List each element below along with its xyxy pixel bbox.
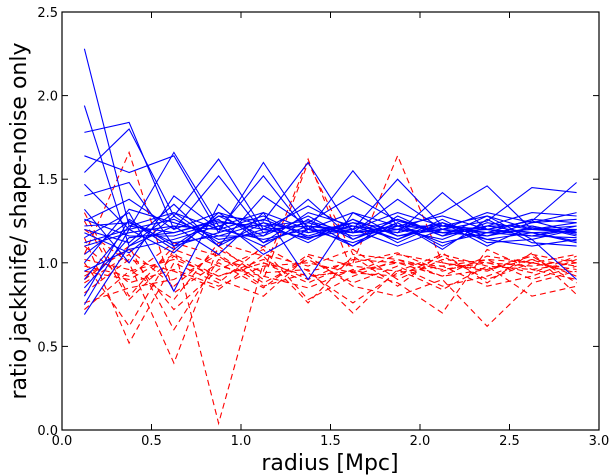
dashed-series-line-31 (84, 253, 577, 304)
dashed-series-line-25 (84, 161, 577, 365)
dashed-series-line-28 (84, 253, 577, 281)
x-tick-label-3: 1.5 (320, 434, 341, 449)
dashed-series-line-38 (84, 248, 577, 314)
x-tick-label-6: 3.0 (589, 434, 610, 449)
y-tick-label-2: 1.0 (37, 257, 58, 272)
dashed-series-line-36 (84, 248, 577, 311)
solid-series-line-22 (84, 215, 577, 254)
y-tick-label-3: 1.5 (37, 173, 58, 188)
dashed-series-line-30 (84, 248, 577, 294)
dashed-series-line-39 (84, 242, 577, 304)
solid-series-line-4 (84, 128, 577, 231)
dashed-series-line-24 (83, 212, 577, 426)
y-tick-label-4: 2.0 (37, 90, 58, 105)
solid-series-line-21 (84, 215, 577, 247)
solid-series-line-5 (84, 151, 577, 231)
x-axis-label: radius [Mpc] (261, 451, 398, 476)
solid-series-line-15 (83, 211, 577, 280)
y-tick-label-0: 0.0 (37, 424, 58, 439)
y-axis-label: ratio jackknife/ shape-noise only (7, 43, 32, 400)
solid-series-line-19 (83, 218, 577, 315)
solid-series-line-11 (84, 211, 577, 281)
y-tick-label-1: 0.5 (37, 340, 58, 355)
y-tick-label-5: 2.5 (37, 6, 58, 21)
x-tick-label-0: 0.0 (52, 434, 73, 449)
tick-layer: 0.0 0.5 1.0 1.5 2.0 2.5 3.0 0.0 0.5 1.0 1.5 2.0 2.5 (37, 6, 609, 449)
x-tick-label-5: 2.5 (499, 434, 520, 449)
solid-series-line-1 (83, 105, 577, 248)
x-tick-label-1: 0.5 (141, 434, 162, 449)
dashed-series-line-34 (83, 248, 577, 328)
solid-series-line-23 (84, 211, 577, 254)
dashed-series-line-33 (84, 245, 577, 287)
plot-frame (61, 11, 600, 431)
series-layer (83, 48, 577, 426)
x-tick-label-4: 2.0 (410, 434, 431, 449)
x-tick-label-2: 1.0 (231, 434, 252, 449)
dashed-series-line-29 (84, 157, 577, 331)
dashed-series-line-37 (83, 220, 577, 328)
solid-series-line-12 (84, 198, 577, 255)
dashed-series-line-32 (84, 252, 577, 311)
